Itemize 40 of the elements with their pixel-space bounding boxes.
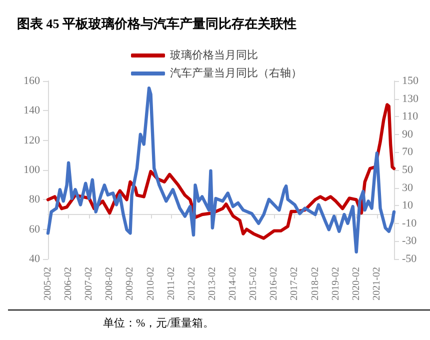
- y2-tick-label: 50: [402, 164, 414, 176]
- y2-tick-label: 70: [402, 146, 414, 158]
- y-tick-label: 60: [29, 223, 40, 236]
- y-tick-label: 100: [24, 164, 40, 176]
- x-tick-label: 2015-02: [248, 267, 260, 300]
- x-tick-label: 2008-02: [104, 267, 116, 300]
- x-tick-label: 2009-02: [124, 267, 136, 300]
- y2-tick-label: -10: [402, 217, 418, 230]
- x-tick-label: 2005-02: [42, 267, 54, 300]
- y2-tick-label: 10: [402, 200, 414, 212]
- x-tick-label: 2006-02: [63, 267, 74, 300]
- x-tick-label: 2017-02: [289, 267, 300, 300]
- y-tick-label: 140: [24, 104, 40, 117]
- x-tick-label: 2019-02: [330, 267, 342, 300]
- y-tick-label: 80: [29, 194, 40, 206]
- y2-tick-label: -50: [402, 253, 418, 265]
- x-tick-label: 2018-02: [310, 267, 321, 300]
- x-tick-label: 2012-02: [186, 267, 198, 300]
- y2-tick-label: 130: [402, 92, 419, 105]
- x-tick-label: 2007-02: [84, 267, 95, 300]
- y-tick-label: 160: [24, 75, 40, 87]
- x-tick-label: 2011-02: [166, 267, 177, 300]
- y2-tick-label: 150: [402, 75, 419, 87]
- y2-tick-label: -30: [402, 235, 418, 248]
- legend-label: 玻璃价格当月同比: [170, 48, 258, 62]
- x-tick-label: 2014-02: [228, 267, 239, 300]
- line-series: [46, 86, 396, 254]
- legend-label: 汽车产量当月同比（右轴）: [170, 66, 302, 80]
- chart-title: 图表 45 平板玻璃价格与汽车产量同比存在关联性: [17, 16, 296, 31]
- y2-tick-label: 30: [402, 182, 414, 194]
- x-tick-label: 2010-02: [145, 267, 156, 300]
- y-tick-label: 120: [24, 134, 40, 146]
- x-tick-label: 2013-02: [206, 267, 218, 300]
- y-tick-label: 40: [29, 253, 40, 265]
- y2-tick-label: 110: [402, 110, 419, 123]
- y2-tick-label: 90: [402, 128, 414, 140]
- text: 单位：%，元/重量箱。: [103, 316, 214, 330]
- x-tick-label: 2016-02: [268, 267, 280, 300]
- x-tick-label: 2021-02: [371, 267, 382, 300]
- x-tick-label: 2020-02: [350, 267, 362, 300]
